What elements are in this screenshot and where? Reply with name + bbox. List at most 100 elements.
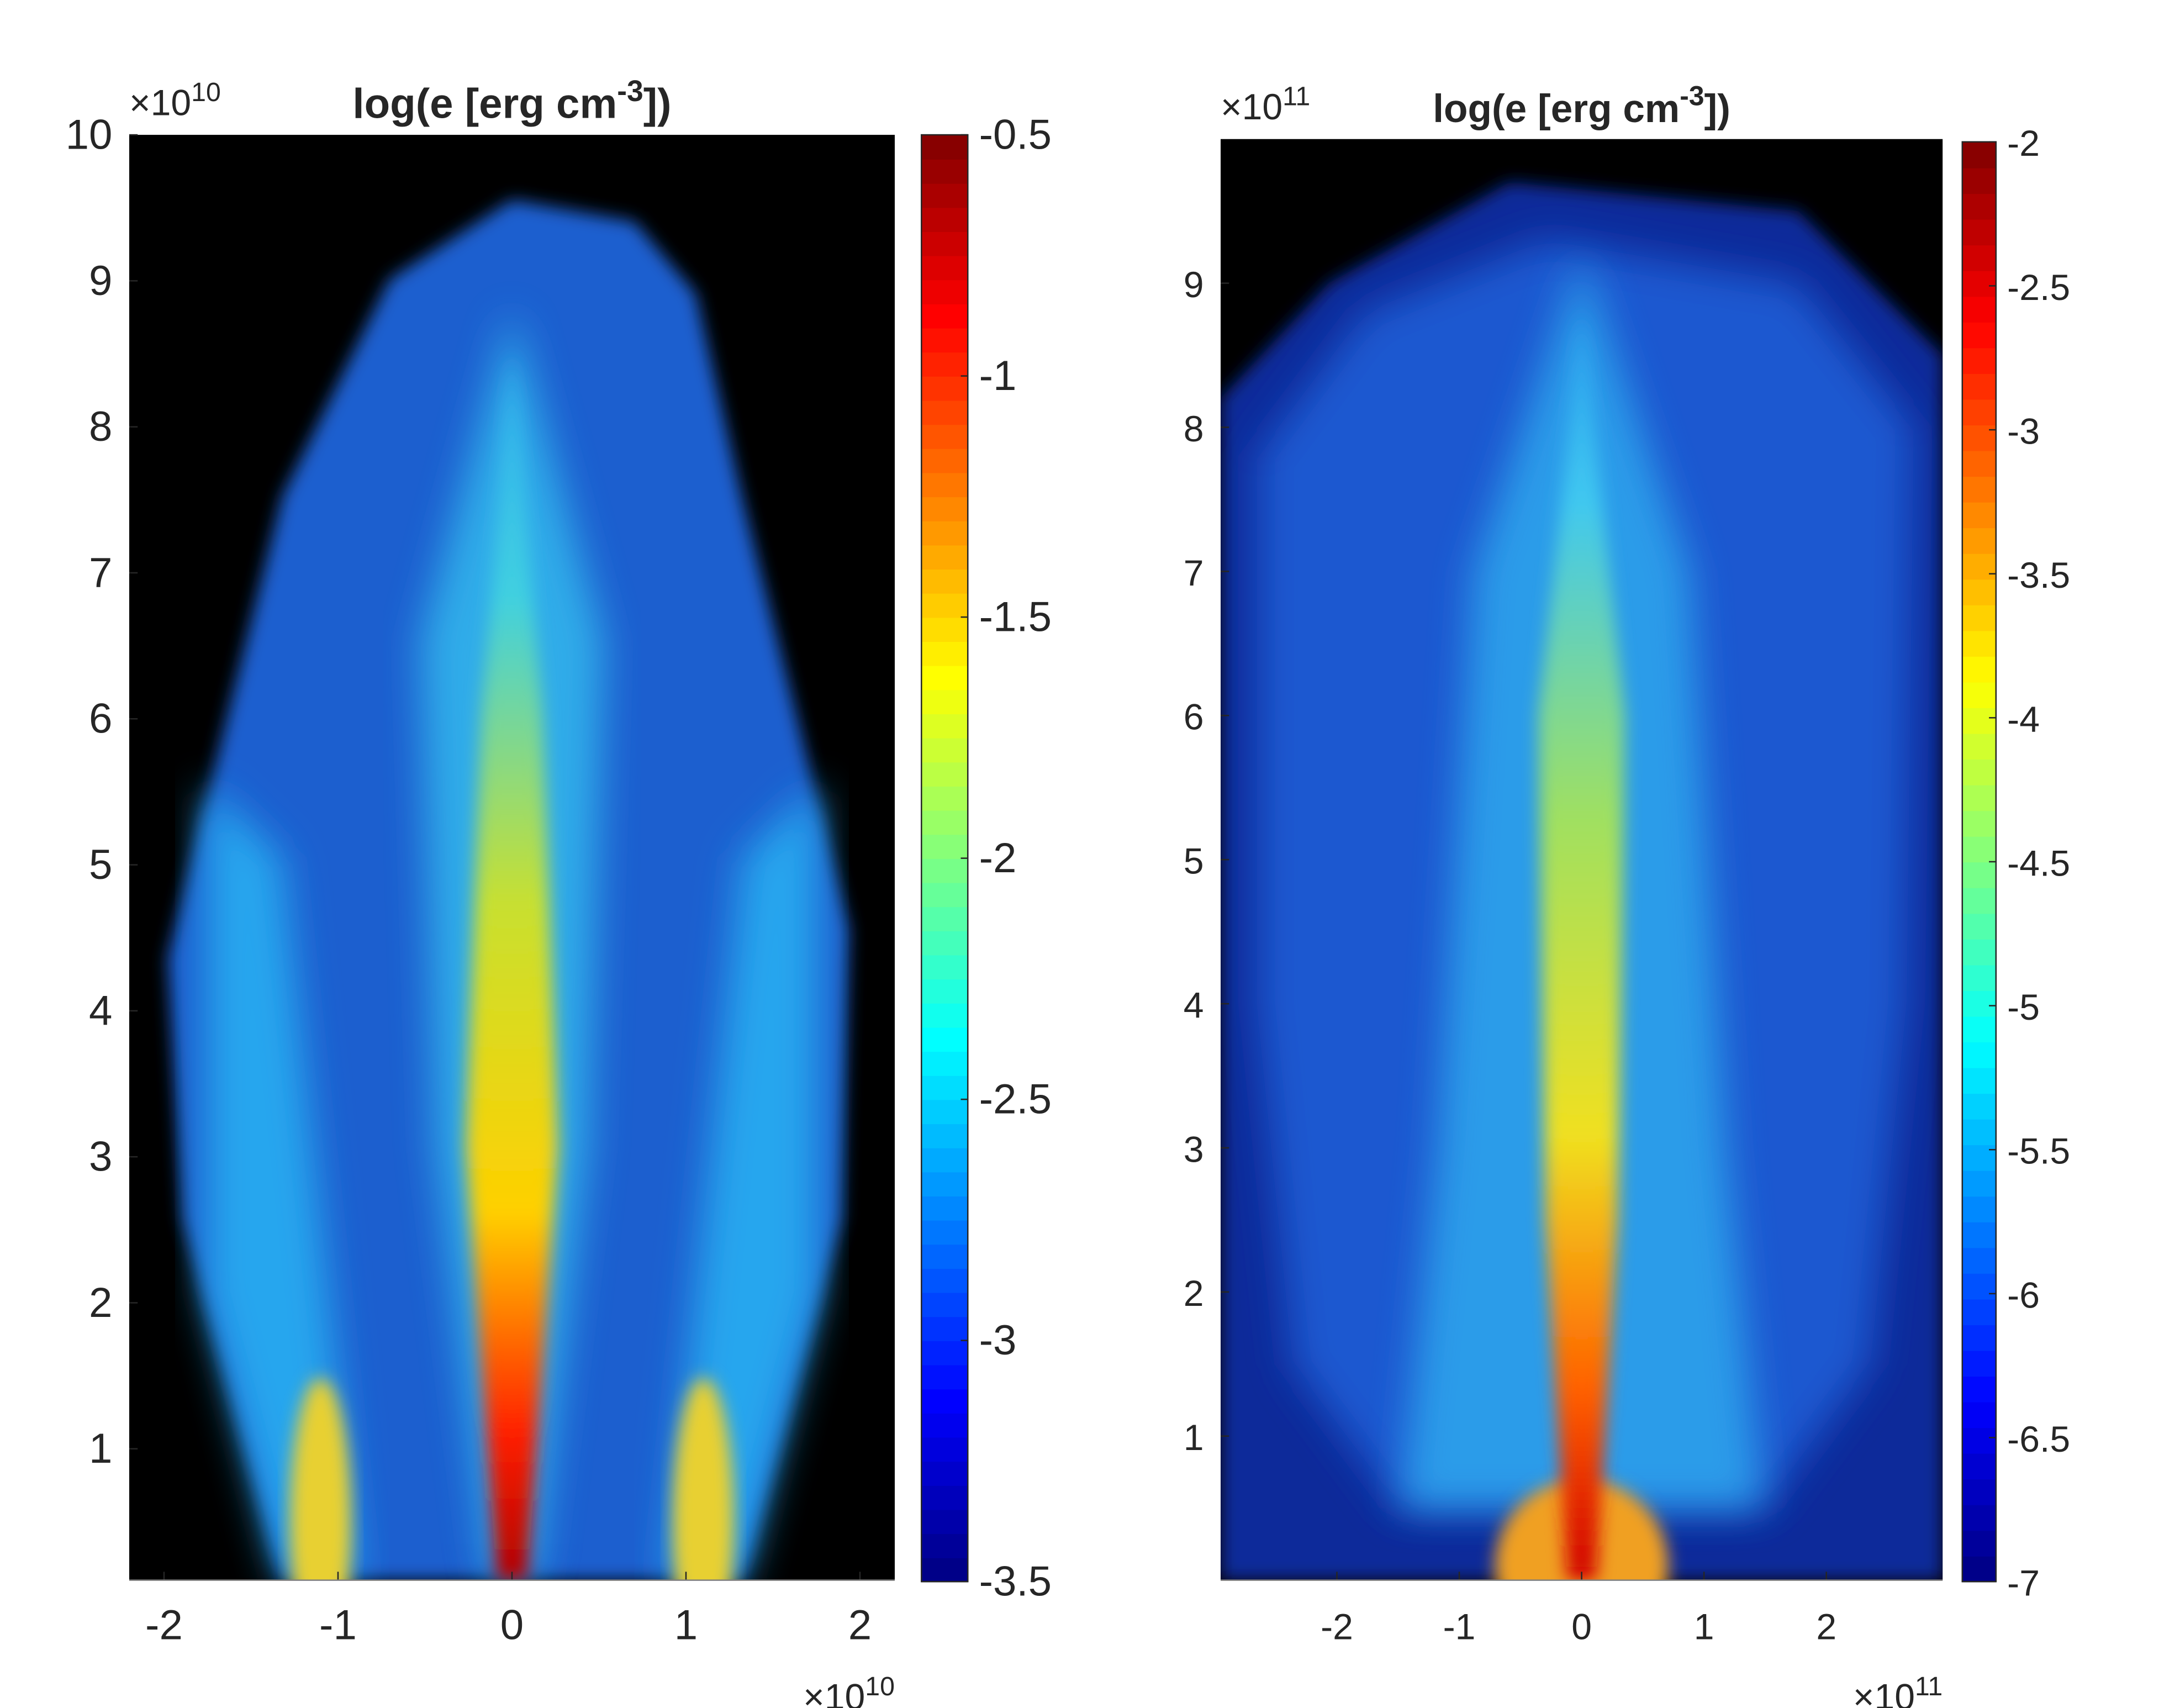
colorbar-level [921, 1244, 968, 1269]
colorbar-tick-label: -2.5 [2007, 267, 2070, 308]
colorbar-level [921, 713, 968, 739]
colorbar-tick-label: -6 [2007, 1275, 2040, 1316]
colorbar-level [1962, 527, 1996, 554]
colorbar-level [1962, 630, 1996, 657]
colorbar-level [1962, 1530, 1996, 1557]
colorbar-level [1962, 1170, 1996, 1197]
heatmap-field [1221, 182, 1943, 1580]
colorbar-tick-label: -7 [2007, 1563, 2040, 1604]
colorbar-level [1962, 296, 1996, 323]
colorbar-tick-label: -0.5 [979, 112, 1052, 159]
colorbar-level [921, 159, 968, 184]
colorbar-level [921, 1412, 968, 1438]
colorbar-level [921, 520, 968, 546]
title-superscript: -3 [1680, 81, 1704, 112]
colorbar-level [921, 280, 968, 304]
colorbar-level [921, 737, 968, 763]
y-tick-label: 7 [1184, 553, 1204, 594]
colorbar-level [1962, 141, 1996, 168]
colorbar-level [921, 906, 968, 931]
y-tick-label: 6 [89, 695, 112, 742]
colorbar-level [921, 448, 968, 473]
colorbar-level [921, 183, 968, 208]
colorbar-level [1962, 1016, 1996, 1043]
colorbar-level [921, 786, 968, 811]
colorbar-tick-label: -3.5 [2007, 555, 2070, 596]
colorbar-level [1962, 373, 1996, 400]
colorbar-level [1962, 1144, 1996, 1171]
colorbar-level [1962, 193, 1996, 220]
colorbar-level [921, 496, 968, 521]
colorbar-level [1962, 1119, 1996, 1146]
y-tick-label: 6 [1184, 697, 1204, 738]
y-tick-label: 1 [1184, 1417, 1204, 1458]
multiplier-base: ×10 [1221, 87, 1282, 128]
colorbar-level [1962, 347, 1996, 374]
colorbar-tick-label: -2 [979, 835, 1017, 882]
y-tick-label: 2 [89, 1279, 112, 1326]
colorbar-level [1962, 270, 1996, 297]
colorbar-level [921, 858, 968, 883]
colorbar-level [921, 1051, 968, 1076]
colorbar-level [1962, 656, 1996, 683]
title-text: ]) [1704, 87, 1730, 131]
colorbar-level [1962, 1041, 1996, 1068]
colorbar-level [1962, 604, 1996, 631]
colorbar-level [921, 1509, 968, 1535]
y-tick-label: 5 [89, 841, 112, 888]
title-superscript: -3 [617, 75, 643, 108]
y-tick-label: 7 [89, 549, 112, 596]
colorbar-level [1962, 810, 1996, 837]
x-tick-label: -1 [319, 1601, 357, 1648]
title-text: log(e [erg cm [352, 81, 617, 128]
colorbar-level [921, 376, 968, 401]
colorbar-level [921, 593, 968, 618]
x-tick-label: 0 [500, 1601, 524, 1648]
colorbar-level [921, 1123, 968, 1148]
colorbar-level [1962, 1324, 1996, 1351]
chart-title: log(e [erg cm-3]) [352, 75, 671, 128]
colorbar-tick-label: -2 [2007, 123, 2040, 164]
colorbar-level [921, 955, 968, 980]
colorbar-level [921, 1172, 968, 1197]
colorbar-level [921, 665, 968, 690]
colorbar-level [1962, 219, 1996, 246]
y-tick-label: 3 [89, 1134, 112, 1180]
colorbar-level [1962, 861, 1996, 888]
colorbar-level [1962, 733, 1996, 760]
colorbar-level [1962, 990, 1996, 1017]
colorbar-level [921, 545, 968, 570]
x-tick-label: 2 [1816, 1606, 1836, 1647]
colorbar-level [921, 1340, 968, 1366]
multiplier-exp: 11 [1915, 1672, 1943, 1701]
colorbar-level [921, 641, 968, 666]
colorbar-level [1962, 167, 1996, 194]
y-tick-label: 8 [1184, 409, 1204, 450]
colorbar-level [921, 1437, 968, 1462]
colorbar-level [921, 231, 968, 256]
colorbar-level [1962, 1504, 1996, 1531]
colorbar-level [1962, 579, 1996, 605]
colorbar-level [921, 568, 968, 594]
hot-foot-right [673, 1378, 734, 1580]
colorbar-level [921, 1292, 968, 1317]
x-tick-label: 1 [674, 1601, 698, 1648]
colorbar-level [921, 135, 968, 160]
x-tick-label: 2 [848, 1601, 872, 1648]
y-tick-label: 3 [1184, 1129, 1204, 1170]
colorbar-level [1962, 1427, 1996, 1454]
y-tick-label: 9 [89, 257, 112, 304]
jet-core [466, 351, 558, 1580]
y-multiplier: ×1010 [129, 77, 221, 123]
colorbar-level [921, 1316, 968, 1341]
colorbar-level [1962, 1247, 1996, 1274]
colorbar-level [1962, 450, 1996, 477]
y-multiplier: ×1011 [1221, 82, 1310, 128]
colorbar-level [1962, 1375, 1996, 1403]
colorbar-level [921, 1147, 968, 1173]
colorbar-level [921, 762, 968, 787]
colorbar-level [1962, 1273, 1996, 1300]
y-tick-label: 10 [66, 112, 113, 159]
title-text: log(e [erg cm [1433, 87, 1680, 131]
